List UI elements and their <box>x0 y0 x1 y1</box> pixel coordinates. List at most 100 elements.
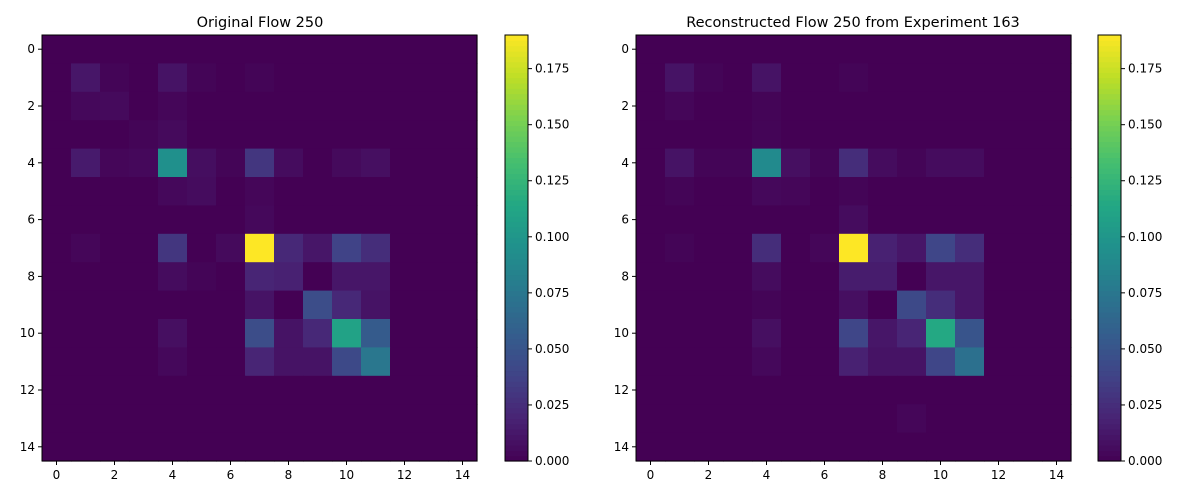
heatmap-cell <box>1042 148 1072 178</box>
y-tick-label: 4 <box>621 156 629 170</box>
heatmap-cell <box>868 432 898 462</box>
y-tick-label: 4 <box>27 156 35 170</box>
colorbar-segment <box>1098 152 1121 159</box>
heatmap-cell <box>636 290 666 320</box>
heatmap-cell <box>897 319 927 348</box>
colorbar-segment <box>505 50 528 57</box>
heatmap-cell <box>984 63 1014 93</box>
heatmap-cell <box>419 319 449 348</box>
colorbar-segment <box>1098 72 1121 79</box>
heatmap-cell <box>897 91 927 121</box>
heatmap-cell <box>100 375 130 405</box>
colorbar-tick-label: 0.100 <box>1128 230 1162 244</box>
heatmap-cell <box>752 120 782 150</box>
heatmap-cell <box>100 432 130 462</box>
heatmap-cell <box>636 404 666 434</box>
colorbar-segment <box>505 205 528 212</box>
heatmap-cell <box>100 35 130 64</box>
heatmap-cell <box>810 262 840 292</box>
heatmap-cell <box>187 262 217 292</box>
heatmap-cell <box>71 347 101 377</box>
heatmap-cell <box>100 177 130 206</box>
heatmap-cell <box>984 233 1014 263</box>
colorbar-tick-label: 0.050 <box>535 342 569 356</box>
colorbar-segment <box>505 35 528 41</box>
heatmap-cell <box>361 319 391 348</box>
colorbar-segment <box>1098 359 1121 366</box>
colorbar-segment <box>505 317 528 324</box>
colorbar-tick-label: 0.125 <box>535 174 569 188</box>
colorbar-segment <box>1098 429 1121 435</box>
heatmap-cell <box>158 375 188 405</box>
heatmap-cell <box>245 347 275 377</box>
colorbar-tick-label: 0.025 <box>535 398 569 412</box>
heatmap-cell <box>926 432 956 462</box>
heatmap-cell <box>71 63 101 93</box>
heatmap-cell <box>71 148 101 178</box>
heatmap-cell <box>332 375 362 405</box>
colorbar-segment <box>1098 263 1121 270</box>
colorbar-segment <box>505 391 528 398</box>
heatmap-cell <box>274 262 304 292</box>
colorbar-segment <box>505 98 528 105</box>
colorbar-segment <box>1098 439 1121 446</box>
heatmap-cell <box>665 375 695 405</box>
colorbar-segment <box>505 242 528 249</box>
colorbar-segment <box>505 269 528 276</box>
y-tick-label: 6 <box>621 213 629 227</box>
heatmap-cell <box>158 319 188 348</box>
heatmap-cell <box>1042 404 1072 434</box>
heatmap-cell <box>129 262 159 292</box>
colorbar-segment <box>1098 333 1121 340</box>
x-tick-label: 6 <box>821 468 829 482</box>
heatmap-cell <box>781 290 811 320</box>
heatmap-cell <box>274 233 304 263</box>
heatmap-cell <box>694 35 724 64</box>
colorbar-segment <box>1098 45 1121 52</box>
colorbar-segment <box>505 226 528 233</box>
heatmap-cell <box>723 120 753 150</box>
colorbar-segment <box>1098 327 1121 334</box>
heatmap-cell <box>274 375 304 405</box>
heatmap-cell <box>245 63 275 93</box>
heatmap-cell <box>158 262 188 292</box>
heatmap-cell <box>390 290 420 320</box>
heatmap-cell <box>216 148 246 178</box>
heatmap-cell <box>390 177 420 206</box>
x-tick-label: 10 <box>933 468 948 482</box>
heatmap-cell <box>187 91 217 121</box>
heatmap-cell <box>100 233 130 263</box>
y-tick-label: 2 <box>27 99 35 113</box>
heatmap-cell <box>361 262 391 292</box>
colorbar-segment <box>505 189 528 196</box>
heatmap-cell <box>245 404 275 434</box>
heatmap-cell <box>694 205 724 235</box>
heatmap-cell <box>361 35 391 64</box>
heatmap-cell <box>781 404 811 434</box>
y-tick-label: 14 <box>614 440 629 454</box>
heatmap-cell <box>926 63 956 93</box>
heatmap-cell <box>42 35 72 64</box>
colorbar-segment <box>505 216 528 222</box>
x-tick-label: 12 <box>397 468 412 482</box>
heatmap-cell <box>274 177 304 206</box>
heatmap-cell <box>332 205 362 235</box>
heatmap-cell <box>1042 35 1072 64</box>
chart-title: Original Flow 250 <box>197 15 324 31</box>
heatmap-cell <box>390 347 420 377</box>
colorbar-tick-label: 0.000 <box>535 454 569 468</box>
colorbar-segment <box>1098 66 1121 73</box>
colorbar-segment <box>505 194 528 201</box>
heatmap-cell <box>390 432 420 462</box>
heatmap-cell <box>868 35 898 64</box>
heatmap-cell <box>781 35 811 64</box>
heatmap-cell <box>274 120 304 150</box>
heatmap-cell <box>665 262 695 292</box>
colorbar-segment <box>505 327 528 334</box>
heatmap-cell <box>274 35 304 64</box>
heatmap-cell <box>216 432 246 462</box>
colorbar-segment <box>505 386 528 393</box>
heatmap-cell <box>1013 262 1043 292</box>
heatmap-cell <box>129 319 159 348</box>
heatmap-cell <box>723 35 753 64</box>
